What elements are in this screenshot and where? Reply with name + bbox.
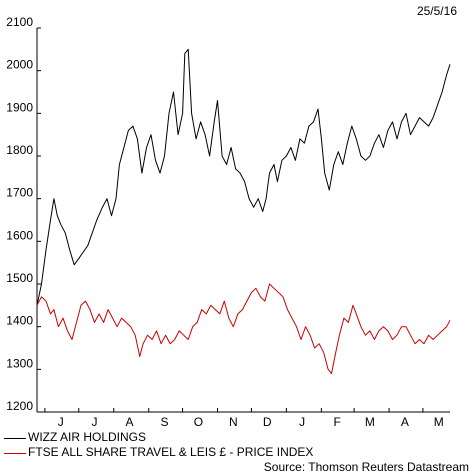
x-tick-label: J (92, 415, 98, 429)
x-tick-label: S (161, 415, 169, 429)
y-tick-label: 1800 (6, 143, 33, 157)
x-tick-label: F (333, 415, 340, 429)
x-tick-label: M (365, 415, 375, 429)
y-tick-label: 2000 (6, 58, 33, 72)
y-tick-label: 1600 (6, 228, 33, 242)
y-tick-label: 1700 (6, 186, 33, 200)
source-note: Source: Thomson Reuters Datastream (263, 460, 469, 474)
legend-label-ftse-travel-leisure: FTSE ALL SHARE TRAVEL & LEIS £ - PRICE I… (28, 445, 314, 459)
legend-label-wizz-air: WIZZ AIR HOLDINGS (28, 430, 147, 444)
series-line-ftse-travel-leisure (36, 283, 451, 375)
x-tick-label: A (126, 415, 134, 429)
x-tick-label: A (401, 415, 409, 429)
y-tick-label: 2100 (6, 15, 33, 29)
chart-axes: 1200 1300 1400 1500 1600 1700 1800 1900 2000 2100… (6, 15, 450, 429)
y-tick-label: 1300 (6, 356, 33, 370)
date-label: 25/5/16 (416, 4, 457, 18)
x-tick-label: J (299, 415, 305, 429)
x-tick-label: D (263, 415, 272, 429)
chart-series (36, 48, 451, 375)
y-tick-label: 1900 (6, 100, 33, 114)
y-tick-label: 1500 (6, 271, 33, 285)
legend-swatch-ftse-travel-leisure (4, 453, 26, 454)
y-tick-label: 1400 (6, 314, 33, 328)
series-line-wizz-air (36, 48, 451, 306)
y-tick-label: 1200 (6, 399, 33, 413)
legend-swatch-wizz-air (4, 438, 26, 439)
x-tick-label: M (434, 415, 444, 429)
x-tick-label: O (194, 415, 203, 429)
x-tick-label: J (58, 415, 64, 429)
x-tick-label: N (229, 415, 238, 429)
